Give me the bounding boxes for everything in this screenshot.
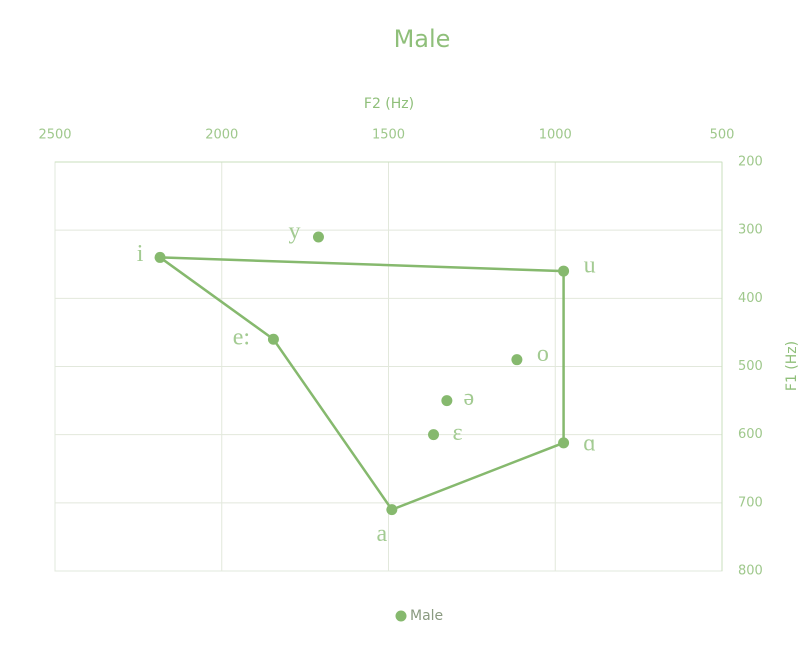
grid <box>54 161 723 572</box>
y-tick-label: 400 <box>738 291 763 306</box>
point <box>312 231 324 243</box>
x-tick-label: 2000 <box>205 128 238 143</box>
legend-marker <box>395 610 407 622</box>
x-axis-label: F2 (Hz) <box>364 96 414 112</box>
point <box>267 333 279 345</box>
point <box>386 504 398 516</box>
outline <box>159 256 565 512</box>
point-label: y <box>288 218 300 244</box>
y-tick-label: 300 <box>738 223 763 238</box>
point-label: i <box>137 241 144 267</box>
y-tick-label: 600 <box>738 427 763 442</box>
point-label: u <box>584 253 596 279</box>
y-tick-label: 800 <box>738 564 763 579</box>
x-tick-label: 500 <box>710 128 735 143</box>
point-label: ɛ <box>452 420 462 446</box>
point <box>428 429 440 441</box>
point-label: o <box>537 341 549 367</box>
point <box>558 437 570 449</box>
point <box>154 251 166 263</box>
point <box>441 395 453 407</box>
point-label: a <box>377 521 388 547</box>
chart-title: Male <box>394 25 451 53</box>
x-tick-label: 1000 <box>539 128 572 143</box>
point <box>558 265 570 277</box>
y-axis-label: F1 (Hz) <box>784 341 800 391</box>
point-label: ɑ <box>583 430 596 456</box>
x-tick-label: 1500 <box>372 128 405 143</box>
point <box>511 354 523 366</box>
y-tick-label: 500 <box>738 359 763 374</box>
x-tick-label: 2500 <box>38 128 71 143</box>
point-label: e: <box>233 325 250 351</box>
legend-label: Male <box>410 608 443 624</box>
marks: i y u e: o əɛ ɑ a <box>137 218 596 547</box>
point-label: ə <box>464 385 475 411</box>
y-tick-label: 700 <box>738 495 763 510</box>
y-tick-label: 200 <box>738 155 763 170</box>
